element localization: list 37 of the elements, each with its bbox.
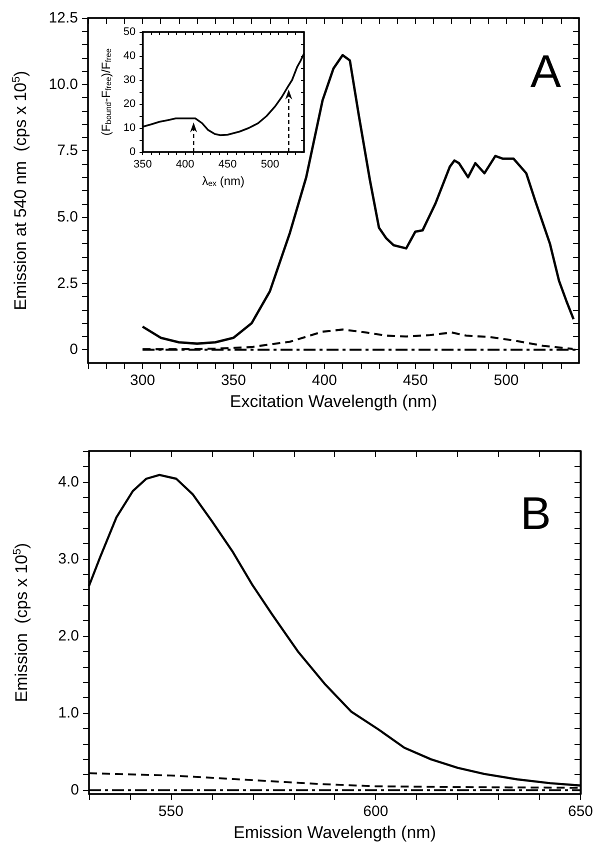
- x-tick-label: 500: [260, 158, 280, 170]
- y-tick-label: 4.0: [58, 473, 79, 490]
- y-axis-title: Emission at 540 nm (cps x 105): [10, 70, 30, 310]
- y-tick-label: 12.5: [48, 10, 78, 26]
- y-tick-label: 30: [123, 74, 136, 86]
- x-tick-label: 300: [130, 372, 156, 389]
- x-axis-title: Excitation Wavelength (nm): [230, 392, 438, 411]
- annotation: A: [530, 45, 562, 97]
- y-tick-label: 10: [123, 122, 136, 134]
- x-tick-label: 350: [133, 158, 152, 170]
- x-tick-label: 400: [176, 158, 194, 170]
- x-tick-label: 650: [568, 803, 593, 820]
- x-tick-label: 500: [494, 372, 519, 389]
- y-tick-label: 20: [123, 98, 136, 110]
- y-tick-label: 7.5: [57, 142, 78, 160]
- x-axis-title: Emission Wavelength (nm): [233, 823, 436, 842]
- y-tick-label: 5.0: [57, 208, 78, 226]
- y-tick-label: 0: [70, 782, 79, 799]
- x-axis-title: λex (nm): [202, 174, 245, 188]
- y-tick-label: 2.5: [57, 274, 78, 292]
- y-tick-label: 40: [123, 50, 136, 62]
- x-tick-label: 450: [402, 372, 428, 389]
- annotation: B: [520, 487, 552, 539]
- y-axis-title: Emission (cps x 105): [12, 542, 31, 702]
- x-tick-label: 550: [158, 803, 184, 820]
- x-tick-label: 450: [218, 158, 237, 170]
- x-tick-label: 400: [312, 372, 337, 389]
- y-axis-title: (Fbound-Ffree)/Ffree: [99, 48, 113, 136]
- y-tick-label: 3.0: [58, 550, 79, 568]
- y-tick-label: 2.0: [58, 627, 79, 644]
- y-tick-label: 50: [123, 26, 136, 38]
- y-tick-label: 0: [130, 146, 136, 158]
- x-tick-label: 350: [220, 372, 246, 389]
- y-tick-label: 10.0: [48, 76, 78, 93]
- y-tick-label: 1.0: [58, 704, 79, 722]
- x-tick-label: 600: [363, 803, 388, 820]
- y-tick-label: 0: [70, 341, 78, 358]
